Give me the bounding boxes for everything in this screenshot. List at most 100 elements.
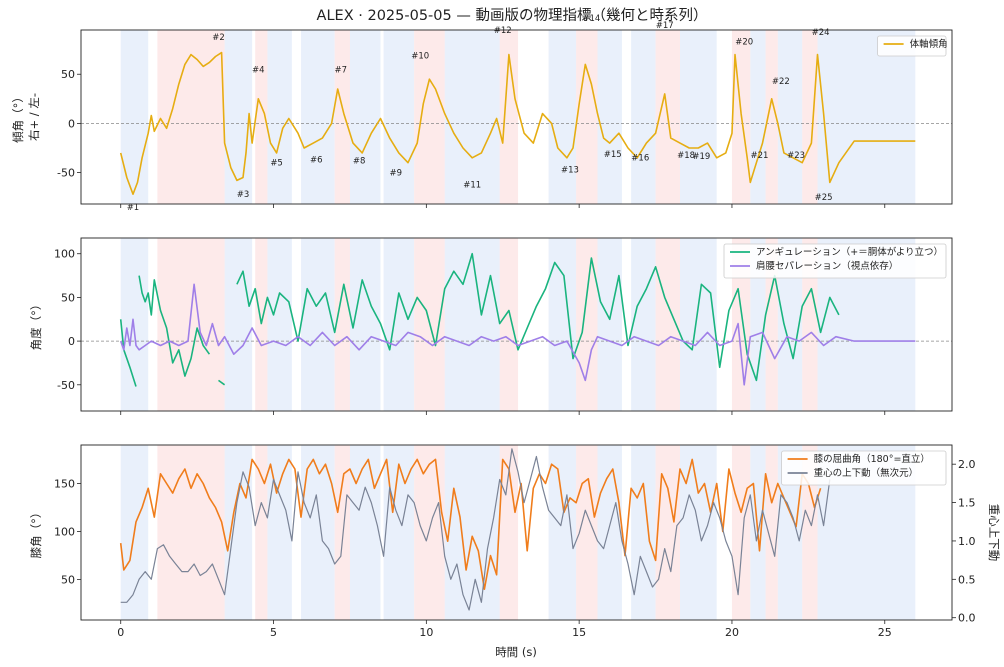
y-tick-label: 100 [54,526,75,539]
legend-entry: アンギュレーション（+＝胴体がより立つ） [756,246,943,258]
y-tick-label: 50 [61,291,75,304]
shade-band-red [802,30,818,204]
peak-annotation: #7 [335,65,348,75]
peak-annotation: #10 [411,52,429,62]
shade-band-red [255,30,268,204]
y-axis-label: 傾角（°） [11,91,25,143]
series-line [119,252,840,387]
shade-band-red [765,238,778,411]
legend: 膝の屈曲角（180°=直立） 重心の上下動（無次元） [781,450,947,486]
y-axis-label: 角度（°） [29,299,43,351]
series-line [119,458,822,590]
shade-band-blue [597,445,622,620]
shade-band-blue [267,30,292,204]
shade-band-blue [383,238,415,411]
y2-tick-label: 0.0 [958,612,976,625]
shade-band-red [765,30,778,204]
panel-tilt: #1 #2 #3 #4 #5 #6 #7 #8 #9 #10 #11 #12 #13 #14 #15 #16 #… [11,14,953,213]
peak-annotation: #2 [212,33,225,43]
peak-annotation: #4 [252,65,265,75]
shade-band-blue [631,30,656,204]
shade-band-red [499,238,519,411]
peak-annotation: #11 [463,180,481,190]
peak-annotation: #3 [237,190,250,200]
shade-band-blue [444,238,500,411]
x-tick-label: 15 [572,626,586,639]
shade-band-blue [349,238,381,411]
legend-box [781,450,947,486]
legend: アンギュレーション（+＝胴体がより立つ） 肩腰セパレーション（視点依存） [723,243,947,279]
series-line [120,448,831,611]
shade-band-blue [680,445,717,620]
series-group [119,51,916,195]
shade-band-blue [349,445,381,620]
y2-axis-label: 重心上下動 [987,504,1001,562]
y-tick-label: 150 [54,477,75,490]
shade-band-red [576,30,598,204]
y-axis-sublabel: 右+ / 左- [27,93,41,141]
y-tick-label: -50 [57,167,75,180]
y2-tick-label: 0.5 [958,573,976,586]
peak-annotation: #14 [582,14,600,24]
shade-band-blue [267,238,292,411]
shade-band-blue [548,30,577,204]
shade-band-red [802,238,818,411]
peak-annotation: #19 [692,152,710,162]
legend-entry: 体軸傾角 [910,38,948,50]
legend-box [723,243,947,279]
shade-band-blue [301,238,335,411]
shade-band-red [414,30,445,204]
x-tick-label: 10 [419,626,433,639]
shade-band-red [765,445,778,620]
y-axis-label: 膝角（°） [29,507,43,559]
y-tick-label: 50 [61,68,75,81]
peak-annotation: #6 [310,156,323,166]
x-axis-label: 時間 (s) [495,645,537,659]
y2-tick-label: 2.0 [958,458,976,471]
shade-band-blue [680,30,717,204]
peak-annotation: #17 [656,21,674,31]
y2-tick-label: 1.5 [958,497,976,510]
legend-entry: 重心の上下動（無次元） [814,467,919,479]
shade-band-blue [224,30,253,204]
series-line [119,283,916,386]
shade-band-blue [120,238,149,411]
y-tick-label: 50 [61,574,75,587]
peak-annotation: #12 [494,26,512,36]
shade-band-blue [349,30,381,204]
shade-band-red [255,238,268,411]
peak-annotation: #9 [390,168,403,178]
series-line [119,51,916,195]
panel-angle: -50 0 50 100 角度（°） アンギュレーション（+＝胴体がより立つ） 肩腰セパレー… [29,237,953,415]
legend-box [877,35,947,57]
shade-band-red [334,445,350,620]
peak-annotation: #22 [772,77,790,87]
shade-band-red [157,30,225,204]
shade-band-red [576,238,598,411]
axes-frame [80,444,953,621]
legend-entry: 肩腰セパレーション（視点依存） [756,260,898,272]
panels: #1 #2 #3 #4 #5 #6 #7 #8 #9 #10 #11 #12 #13 #14 #15 #16 #… [11,14,1001,639]
peak-annotation: #5 [270,159,283,169]
shade-band-red [255,445,268,620]
shade-band-blue [301,30,335,204]
series-group [119,252,916,387]
x-tick-label: 20 [725,626,739,639]
shade-band-blue [548,238,577,411]
y-tick-label: 0 [68,335,75,348]
peak-annotation: #16 [631,154,649,164]
axes-frame [80,237,953,412]
figure-title: ALEX · 2025-05-05 — 動画版の物理指標（幾何と時系列） [317,7,708,24]
shade-band-red [334,30,350,204]
series-group [119,448,831,611]
y-tick-label: -50 [57,379,75,392]
peak-annotation: #20 [735,38,753,48]
peak-annotation: #23 [787,151,805,161]
peak-annotation: #18 [677,151,695,161]
shade-band-blue [548,445,577,620]
shade-band-blue [267,445,292,620]
shade-band-red [157,445,225,620]
shade-band-blue [224,445,253,620]
shade-band-blue [680,238,717,411]
x-tick-label: 5 [270,626,277,639]
